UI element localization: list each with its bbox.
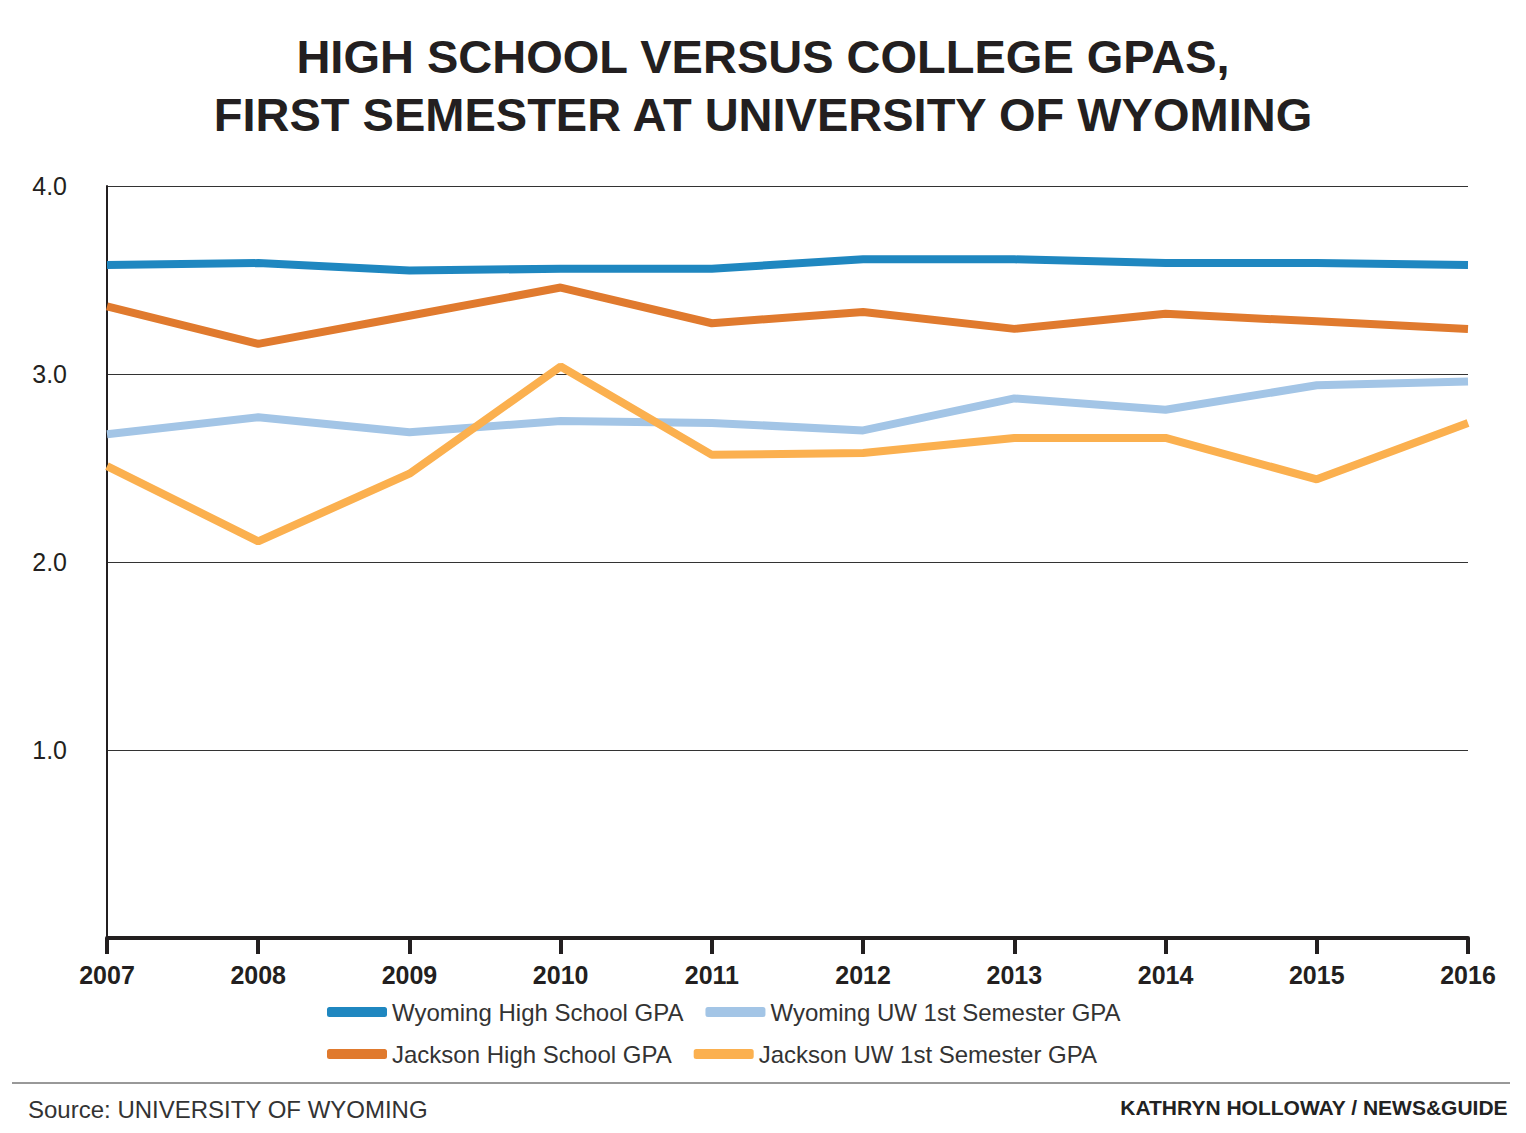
svg-text:2011: 2011 bbox=[685, 961, 739, 989]
svg-text:FIRST SEMESTER AT UNIVERSITY O: FIRST SEMESTER AT UNIVERSITY OF WYOMING bbox=[214, 88, 1312, 141]
svg-text:2008: 2008 bbox=[230, 961, 286, 989]
svg-text:2.0: 2.0 bbox=[32, 548, 67, 576]
svg-text:2016: 2016 bbox=[1440, 961, 1496, 989]
svg-text:2014: 2014 bbox=[1138, 961, 1194, 989]
svg-text:4.0: 4.0 bbox=[32, 172, 67, 200]
svg-text:Source: UNIVERSITY OF WYOMING: Source: UNIVERSITY OF WYOMING bbox=[28, 1096, 428, 1123]
svg-text:KATHRYN HOLLOWAY / NEWS&GUIDE: KATHRYN HOLLOWAY / NEWS&GUIDE bbox=[1120, 1096, 1507, 1119]
svg-text:Jackson High School GPA: Jackson High School GPA bbox=[392, 1041, 672, 1068]
svg-text:2015: 2015 bbox=[1289, 961, 1345, 989]
svg-text:Wyoming High School GPA: Wyoming High School GPA bbox=[392, 999, 683, 1026]
svg-text:3.0: 3.0 bbox=[32, 360, 67, 388]
svg-text:2013: 2013 bbox=[987, 961, 1043, 989]
svg-text:1.0: 1.0 bbox=[32, 736, 67, 764]
svg-text:2009: 2009 bbox=[382, 961, 438, 989]
svg-text:2012: 2012 bbox=[835, 961, 891, 989]
svg-text:HIGH SCHOOL VERSUS COLLEGE GPA: HIGH SCHOOL VERSUS COLLEGE GPAS, bbox=[296, 30, 1229, 83]
svg-text:Wyoming UW 1st Semester GPA: Wyoming UW 1st Semester GPA bbox=[770, 999, 1120, 1026]
svg-text:2010: 2010 bbox=[533, 961, 589, 989]
svg-text:Jackson UW 1st Semester GPA: Jackson UW 1st Semester GPA bbox=[759, 1041, 1097, 1068]
svg-text:2007: 2007 bbox=[79, 961, 135, 989]
